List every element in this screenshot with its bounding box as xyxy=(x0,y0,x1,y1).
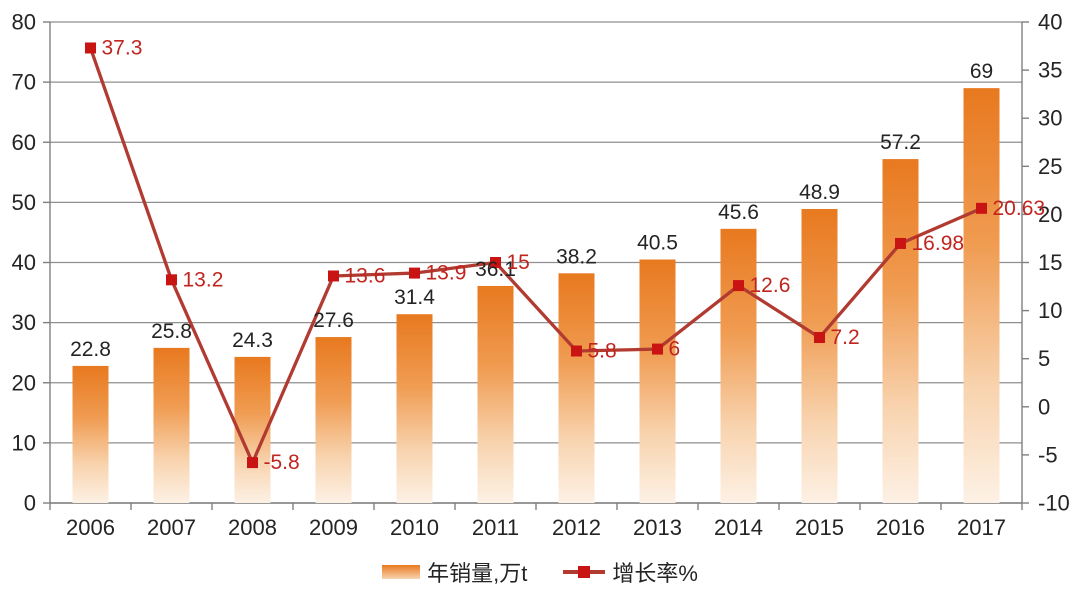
bar-value-label: 38.2 xyxy=(556,245,597,268)
bar-value-label: 45.6 xyxy=(718,201,759,224)
line-marker xyxy=(652,343,663,355)
line-value-label: 37.3 xyxy=(102,36,143,59)
line-value-label: 5.8 xyxy=(588,340,617,363)
line-marker xyxy=(814,332,825,344)
bar xyxy=(72,365,109,503)
left-axis-tick-label: 50 xyxy=(12,190,36,215)
right-axis-tick-label: 10 xyxy=(1038,298,1062,323)
bar-value-label: 22.8 xyxy=(70,338,111,361)
line-value-label: 16.98 xyxy=(912,232,965,255)
right-axis-tick-label: 15 xyxy=(1038,250,1062,275)
left-axis-tick-label: 10 xyxy=(12,430,36,455)
right-axis-tick-label: 0 xyxy=(1038,394,1050,419)
bar xyxy=(477,285,514,503)
x-axis-category-label: 2015 xyxy=(795,515,844,540)
x-axis-category-label: 2012 xyxy=(552,515,601,540)
bar xyxy=(639,259,676,503)
legend-item-growth: 增长率% xyxy=(563,556,698,588)
line-value-label: 13.6 xyxy=(345,264,386,287)
line-value-label: -5.8 xyxy=(264,451,300,474)
right-axis-tick-label: -10 xyxy=(1038,491,1070,516)
bar-value-label: 25.8 xyxy=(151,320,192,343)
left-axis-tick-label: 20 xyxy=(12,370,36,395)
line-marker xyxy=(409,267,420,279)
legend-label-growth: 增长率% xyxy=(612,561,698,586)
bar xyxy=(882,159,919,503)
x-axis-category-label: 2013 xyxy=(633,515,682,540)
line-marker-icon xyxy=(578,566,591,578)
bar-value-label: 27.6 xyxy=(313,309,354,332)
x-axis-category-label: 2009 xyxy=(309,515,358,540)
x-axis-category-label: 2014 xyxy=(714,515,763,540)
line-value-label: 13.9 xyxy=(426,262,467,285)
line-value-label: 15 xyxy=(507,251,530,274)
right-axis-tick-label: 20 xyxy=(1038,202,1062,227)
legend-item-sales: 年销量,万t xyxy=(382,556,527,588)
left-axis-tick-label: 70 xyxy=(12,70,36,95)
line-marker xyxy=(85,42,96,54)
right-axis-tick-label: 40 xyxy=(1038,10,1062,35)
line-value-label: 20.63 xyxy=(993,197,1046,220)
bar xyxy=(801,208,838,503)
x-axis-category-label: 2007 xyxy=(147,515,196,540)
bar xyxy=(720,228,757,503)
bar xyxy=(234,356,271,503)
bar xyxy=(153,347,190,503)
line-marker xyxy=(571,345,582,357)
line-marker xyxy=(490,257,501,268)
line-value-label: 7.2 xyxy=(831,326,860,349)
right-axis-tick-label: -5 xyxy=(1038,442,1058,467)
bar xyxy=(315,337,352,503)
bar-value-label: 48.9 xyxy=(799,181,840,204)
line-marker xyxy=(895,237,906,249)
x-axis-category-label: 2006 xyxy=(66,515,115,540)
bar xyxy=(963,88,1000,503)
bar-series-swatch-icon xyxy=(382,565,421,579)
left-axis-tick-label: 0 xyxy=(24,491,36,516)
line-marker xyxy=(328,270,339,282)
right-axis-tick-label: 5 xyxy=(1038,346,1050,371)
bar-value-label: 31.4 xyxy=(394,286,435,309)
x-axis-category-label: 2010 xyxy=(390,515,439,540)
bar-value-label: 24.3 xyxy=(232,329,273,352)
line-marker xyxy=(733,280,744,292)
right-axis-tick-label: 25 xyxy=(1038,154,1062,179)
growth-line xyxy=(88,47,983,465)
left-axis-tick-label: 30 xyxy=(12,310,36,335)
x-axis-category-label: 2011 xyxy=(472,515,519,540)
x-axis-category-label: 2016 xyxy=(876,515,925,540)
bar-value-label: 69 xyxy=(970,60,993,83)
x-axis-category-label: 2008 xyxy=(228,515,277,540)
line-marker xyxy=(247,457,258,469)
bar-value-label: 57.2 xyxy=(880,131,921,154)
right-axis-tick-label: 30 xyxy=(1038,106,1062,131)
bar xyxy=(558,273,595,503)
legend-label-sales: 年销量,万t xyxy=(427,561,528,586)
bar-value-label: 36.1 xyxy=(475,258,516,281)
line-series-swatch-icon xyxy=(563,566,606,578)
legend: 年销量,万t 增长率% xyxy=(0,556,1080,588)
line-value-label: 12.6 xyxy=(750,274,791,297)
line-marker xyxy=(976,202,987,214)
line-value-label: 13.2 xyxy=(183,268,224,291)
line-marker xyxy=(166,274,177,286)
x-axis-category-label: 2017 xyxy=(957,515,1006,540)
bar xyxy=(396,314,433,503)
left-axis-tick-label: 40 xyxy=(12,250,36,275)
bar-value-label: 40.5 xyxy=(637,231,678,254)
right-axis-tick-label: 35 xyxy=(1038,58,1062,83)
line-value-label: 6 xyxy=(669,338,681,361)
left-axis-tick-label: 80 xyxy=(12,10,36,35)
left-axis-tick-label: 60 xyxy=(12,130,36,155)
